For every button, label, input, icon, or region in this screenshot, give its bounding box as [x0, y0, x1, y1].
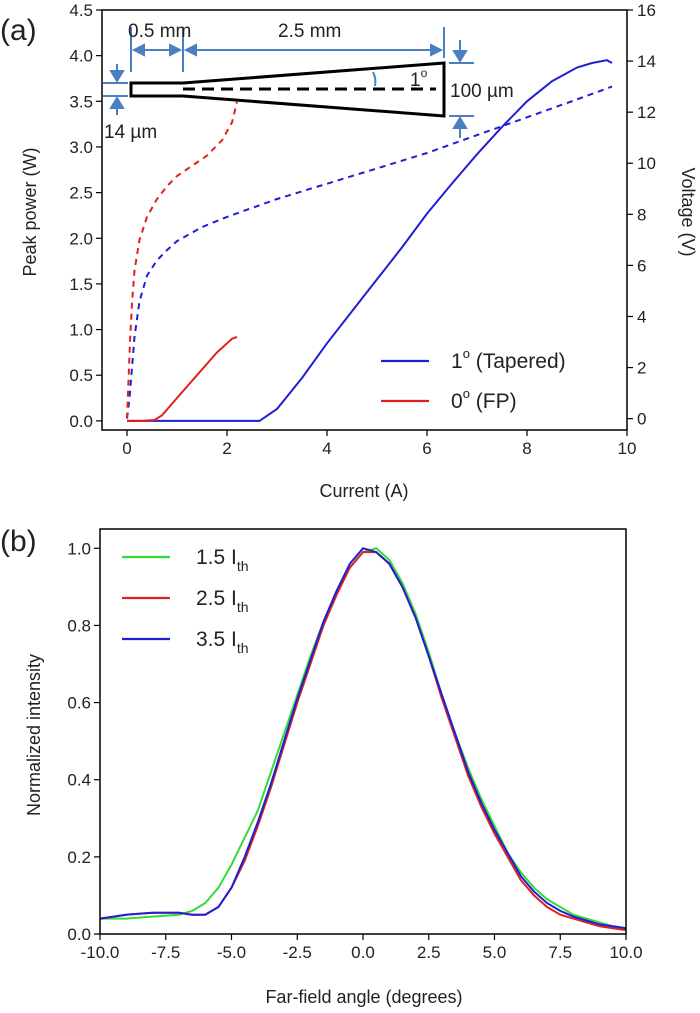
series-power-line-2 [127, 335, 238, 422]
y-tick-label: 3.0 [69, 138, 93, 157]
x-tick-label: -10.0 [81, 943, 120, 962]
panel-b: (b) -10.0 -7.5 -5.0 -2.5 0.0 2.5 5.0 7.5 10.0 0.0… [0, 525, 643, 1007]
y-tick-label: 0.6 [67, 694, 91, 713]
x-tick-label: 2 [222, 439, 231, 458]
x-tick-label: 4 [322, 439, 331, 458]
y-right-tick-label: 10 [637, 154, 656, 173]
y-tick-label: 0.4 [67, 771, 91, 790]
panel-a-ticks: 0 2 4 6 8 10 0.0 0.5 1.0 1.5 2.0 2.5 3.0 3.5 4.0 4.5 0 2 4… [69, 1, 656, 458]
panel-a-right-axis-label: Voltage (V) [678, 167, 698, 256]
y-tick-label: 0.0 [69, 412, 93, 431]
legend-label-3p5ith: 3.5 Ith [196, 628, 249, 656]
legend-label-2p5ith: 2.5 Ith [196, 587, 249, 615]
y-right-tick-label: 2 [637, 359, 646, 378]
panel-a-legend: 1o (Tapered) 0o (FP) [381, 346, 566, 413]
y-tick-label: 4.0 [69, 47, 93, 66]
x-tick-label: -5.0 [217, 943, 246, 962]
panel-b-ticks: -10.0 -7.5 -5.0 -2.5 0.0 2.5 5.0 7.5 10.0 0.0 0.2 0… [67, 539, 642, 962]
series-power-line-0 [127, 59, 613, 422]
panel-b-y-axis-label: Normalized intensity [24, 654, 44, 816]
taper-angle-label: 1o [410, 66, 428, 91]
taper-outline [129, 61, 446, 118]
y-right-tick-label: 12 [637, 103, 656, 122]
input-width-label: 14 µm [104, 122, 157, 143]
y-tick-label: 0.8 [67, 616, 91, 635]
length-label-tapered: 2.5 mm [278, 21, 341, 42]
length-label-straight: 0.5 mm [128, 21, 191, 42]
x-tick-label: 2.5 [417, 943, 441, 962]
y-right-tick-label: 4 [637, 307, 646, 326]
panel-a-plot [101, 9, 628, 431]
x-tick-label: 6 [422, 439, 431, 458]
y-right-tick-label: 16 [637, 1, 656, 20]
y-tick-label: 1.0 [67, 539, 91, 558]
y-tick-label: 0.2 [67, 848, 91, 867]
x-tick-label: 0 [122, 439, 131, 458]
y-tick-label: 0.0 [67, 925, 91, 944]
panel-b-label: (b) [0, 525, 37, 558]
panel-b-frame [99, 528, 627, 935]
series-voltage-line-3 [126, 101, 238, 419]
panel-a: (a) 0 2 4 6 8 10 0.0 0.5 1.0 1.5 2.0 2.5 3.0 3.5 4.0 4.… [0, 1, 698, 501]
panel-a-label: (a) [0, 14, 37, 47]
x-tick-label: 0.0 [351, 943, 375, 962]
x-tick-label: -2.5 [283, 943, 312, 962]
series-line-1 [99, 551, 627, 932]
y-tick-label: 3.5 [69, 92, 93, 111]
x-tick-label: 10.0 [609, 943, 642, 962]
panel-a-x-axis-label: Current (A) [319, 481, 408, 501]
x-tick-label: 10 [618, 439, 637, 458]
panel-b-legend: 1.5 Ith 2.5 Ith 3.5 Ith [122, 546, 249, 656]
y-right-tick-label: 8 [637, 205, 646, 224]
output-width-label: 100 µm [450, 81, 514, 102]
y-right-tick-label: 0 [637, 410, 646, 429]
legend-label-1p5ith: 1.5 Ith [196, 546, 249, 574]
y-tick-label: 0.5 [69, 366, 93, 385]
y-tick-label: 1.0 [69, 321, 93, 340]
y-right-tick-label: 6 [637, 256, 646, 275]
panel-a-frame [101, 9, 628, 431]
angle-arc [372, 71, 377, 87]
panel-a-y-axis-label: Peak power (W) [20, 147, 40, 276]
x-tick-label: 7.5 [548, 943, 572, 962]
series-line-0 [100, 547, 627, 930]
y-tick-label: 2.0 [69, 229, 93, 248]
x-tick-label: -7.5 [151, 943, 180, 962]
x-tick-label: 8 [522, 439, 531, 458]
x-tick-label: 5.0 [483, 943, 507, 962]
y-tick-label: 2.5 [69, 184, 93, 203]
dimension-lines [103, 27, 474, 138]
legend-label-fp: 0o (FP) [451, 386, 517, 413]
legend-label-tapered: 1o (Tapered) [451, 346, 566, 373]
panel-b-x-axis-label: Far-field angle (degrees) [265, 987, 462, 1007]
series-voltage-line-1 [126, 85, 613, 419]
panel-b-plot [99, 528, 627, 935]
y-right-tick-label: 14 [637, 52, 656, 71]
series-line-2 [99, 547, 627, 930]
y-tick-label: 1.5 [69, 275, 93, 294]
taper-schematic [103, 27, 474, 138]
y-tick-label: 4.5 [69, 1, 93, 20]
